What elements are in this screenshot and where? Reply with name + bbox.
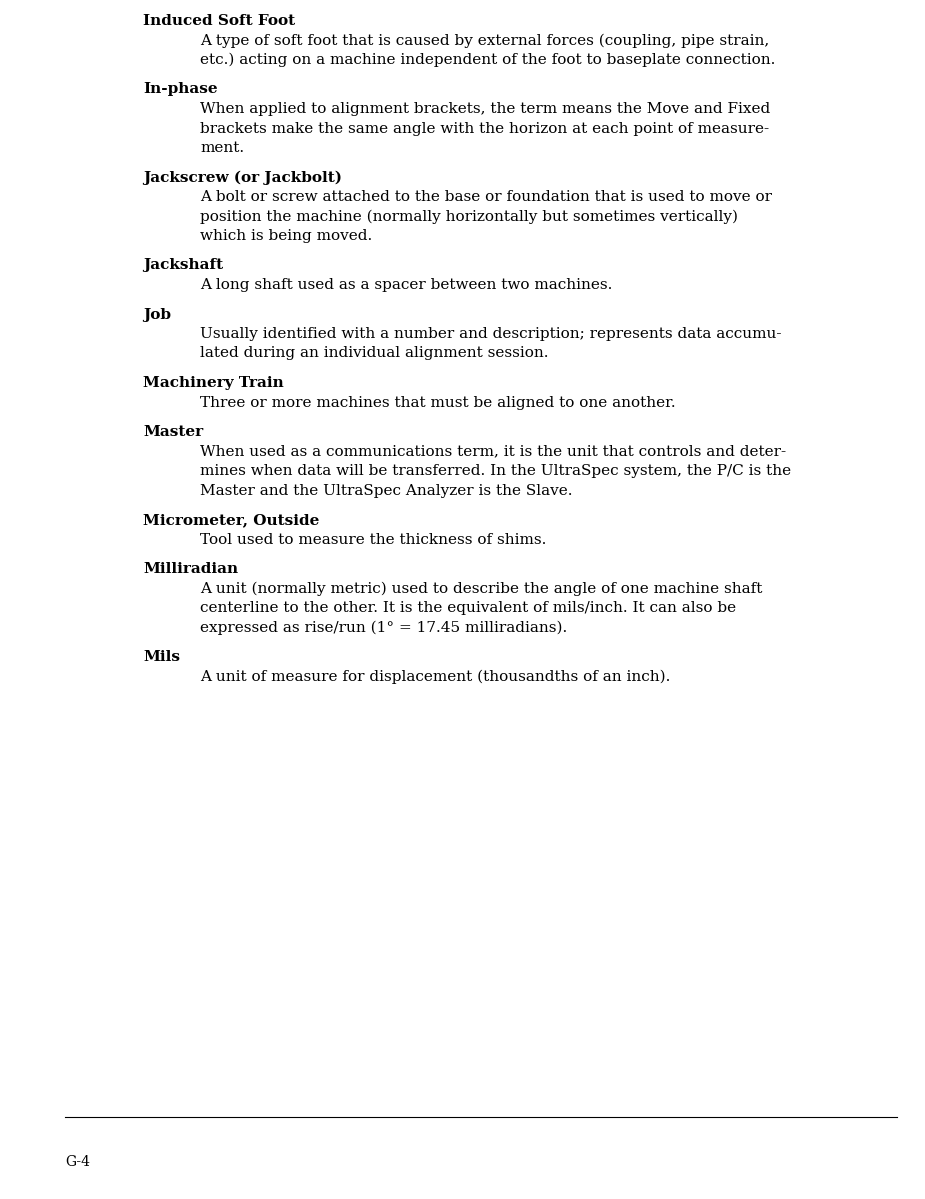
Text: Mils: Mils [143,650,180,664]
Text: Micrometer, Outside: Micrometer, Outside [143,513,319,528]
Text: Jackscrew (or Jackbolt): Jackscrew (or Jackbolt) [143,170,342,185]
Text: A unit (normally metric) used to describe the angle of one machine shaft: A unit (normally metric) used to describ… [200,582,762,596]
Text: In-phase: In-phase [143,83,217,96]
Text: When applied to alignment brackets, the term means the Move and Fixed: When applied to alignment brackets, the … [200,102,771,116]
Text: A unit of measure for displacement (thousandths of an inch).: A unit of measure for displacement (thou… [200,669,671,683]
Text: Jackshaft: Jackshaft [143,259,223,272]
Text: brackets make the same angle with the horizon at each point of measure-: brackets make the same angle with the ho… [200,121,769,135]
Text: Machinery Train: Machinery Train [143,376,284,390]
Text: G-4: G-4 [65,1155,90,1169]
Text: Milliradian: Milliradian [143,562,238,576]
Text: Three or more machines that must be aligned to one another.: Three or more machines that must be alig… [200,396,675,410]
Text: A long shaft used as a spacer between two machines.: A long shaft used as a spacer between tw… [200,278,612,293]
Text: Master: Master [143,424,204,439]
Text: Job: Job [143,307,171,321]
Text: ment.: ment. [200,141,244,155]
Text: lated during an individual alignment session.: lated during an individual alignment ses… [200,347,549,361]
Text: When used as a communications term, it is the unit that controls and deter-: When used as a communications term, it i… [200,445,786,458]
Text: etc.) acting on a machine independent of the foot to baseplate connection.: etc.) acting on a machine independent of… [200,53,775,67]
Text: Master and the UltraSpec Analyzer is the Slave.: Master and the UltraSpec Analyzer is the… [200,483,573,498]
Text: expressed as rise/run (1° = 17.45 milliradians).: expressed as rise/run (1° = 17.45 millir… [200,621,567,635]
Text: which is being moved.: which is being moved. [200,229,372,243]
Text: Usually identified with a number and description; represents data accumu-: Usually identified with a number and des… [200,327,782,341]
Text: A bolt or screw attached to the base or foundation that is used to move or: A bolt or screw attached to the base or … [200,189,772,204]
Text: A type of soft foot that is caused by external forces (coupling, pipe strain,: A type of soft foot that is caused by ex… [200,34,770,48]
Text: Tool used to measure the thickness of shims.: Tool used to measure the thickness of sh… [200,532,547,547]
Text: position the machine (normally horizontally but sometimes vertically): position the machine (normally horizonta… [200,210,738,224]
Text: centerline to the other. It is the equivalent of mils/inch. It can also be: centerline to the other. It is the equiv… [200,601,736,615]
Text: mines when data will be transferred. In the UltraSpec system, the P/C is the: mines when data will be transferred. In … [200,464,791,478]
Text: Induced Soft Foot: Induced Soft Foot [143,14,295,28]
